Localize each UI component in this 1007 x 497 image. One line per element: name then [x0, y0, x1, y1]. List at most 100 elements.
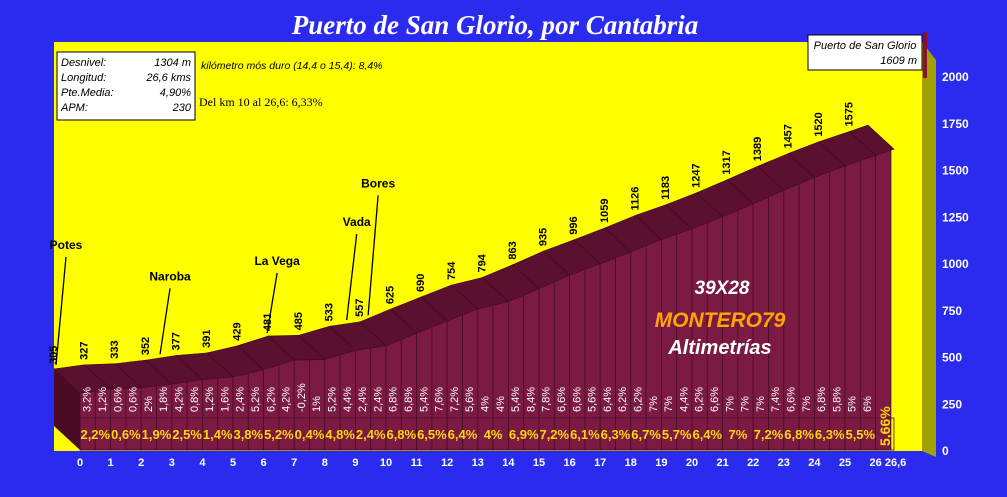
- x-tick-label: 2: [138, 457, 144, 469]
- half-km-slope-label: 5,8%: [831, 387, 843, 412]
- km-slope-label: 6,1%: [570, 427, 600, 442]
- x-tick-label: 21: [716, 457, 728, 469]
- half-km-slope-label: 7%: [801, 396, 813, 412]
- summit-marker: [923, 32, 927, 78]
- note-hardest-km: kilómetro mós duro (14,4 o 15,4): 8,4%: [201, 60, 383, 72]
- stat-value: 26,6 kms: [145, 72, 191, 84]
- stats-box: Desnivel: 1304 m Longitud: 26,6 kms Pte.Medi…: [56, 51, 196, 121]
- half-km-slope-label: 5,4%: [510, 387, 522, 412]
- brand-montero79: MONTERO79: [655, 309, 786, 332]
- half-km-slope-label: 6,2%: [617, 387, 629, 412]
- km-slope-label: 0,4%: [295, 427, 325, 442]
- km-slope-label: 7%: [729, 427, 748, 442]
- km-slope-label: 4%: [484, 427, 503, 442]
- km-slope-label: 6,4%: [448, 427, 478, 442]
- x-tick-label: 10: [380, 457, 392, 469]
- altitude-label: 625: [385, 286, 397, 304]
- km-slope-label: 3,8%: [233, 427, 263, 442]
- place-leader-line: [367, 195, 379, 316]
- y-tick-label: 750: [942, 304, 962, 318]
- altitude-label: 1317: [721, 150, 733, 174]
- profile-column: [630, 245, 647, 451]
- y-tick-label: 1250: [942, 210, 969, 224]
- km-slope-label: 2,5%: [172, 427, 202, 442]
- place-leader-line: [346, 234, 358, 321]
- stat-label: APM:: [60, 102, 88, 114]
- altitude-label: 429: [232, 322, 244, 340]
- altitude-label: 377: [170, 332, 182, 350]
- x-tick-label: 18: [625, 457, 637, 469]
- altitude-label: 1126: [629, 187, 641, 211]
- x-tick-label: 12: [441, 457, 453, 469]
- x-tick-label: 14: [502, 457, 515, 469]
- y-tick-label: 1750: [942, 117, 969, 131]
- altitude-label: 1520: [813, 112, 825, 136]
- half-km-slope-label: 7%: [755, 396, 767, 412]
- profile-column: [584, 263, 601, 451]
- km-slope-label: 6,5%: [417, 427, 447, 442]
- half-km-slope-label: 6,8%: [403, 387, 415, 412]
- profile-column: [553, 274, 570, 451]
- km-slope-label: 1,9%: [142, 427, 172, 442]
- km-slope-label: 6,8%: [784, 427, 814, 442]
- brand-39x28: 39X28: [695, 278, 750, 299]
- note-avg-from-km10: Del km 10 al 26,6: 6,33%: [199, 95, 323, 109]
- km-slope-label: 6,3%: [815, 427, 845, 442]
- half-km-slope-label: 6,6%: [571, 387, 583, 412]
- half-km-slope-label: 1,6%: [219, 387, 231, 412]
- altitude-label: 1575: [844, 102, 856, 126]
- place-label: Naroba: [149, 269, 191, 283]
- altitude-labels: 305 327 333 352 377 391 429 481 485 533 557 625 690 7…: [48, 102, 856, 364]
- half-km-slope-label: 6,8%: [388, 387, 400, 412]
- half-km-slope-label: 1%: [311, 396, 323, 412]
- y-tick-label: 1500: [942, 164, 969, 178]
- half-km-slope-label: 4,2%: [281, 387, 293, 412]
- km-slope-label: 5,5%: [845, 427, 875, 442]
- half-km-slope-label: 0,6%: [128, 387, 140, 412]
- altitude-label: 305: [48, 346, 60, 364]
- half-km-slope-label: 5,2%: [326, 387, 338, 412]
- place-leader-line: [55, 256, 67, 366]
- x-tick-label: 9: [352, 457, 358, 469]
- km-slope-label: 5,7%: [662, 427, 692, 442]
- half-km-slope-label: 0,8%: [189, 387, 201, 412]
- altitude-label: 333: [109, 340, 121, 358]
- x-tick-label: 23: [778, 457, 790, 469]
- half-km-slope-label: 2%: [143, 396, 155, 412]
- place-leader-line: [159, 288, 171, 355]
- place-label: Bores: [361, 176, 395, 190]
- km-slope-labels: 2,2% 0,6% 1,9% 2,5% 1,4% 3,8% 5,2% 0,4% 4,8% 2,4%…: [80, 406, 892, 446]
- km-slope-label: 5,2%: [264, 427, 294, 442]
- altitude-label: 557: [354, 298, 366, 316]
- half-km-slope-label: 5,6%: [587, 387, 599, 412]
- km-slope-label: 6,3%: [601, 427, 631, 442]
- place-label: La Vega: [254, 254, 300, 268]
- x-tick-label: 6: [261, 457, 267, 469]
- half-km-slope-label: 7,8%: [541, 387, 553, 412]
- x-tick-label: 19: [655, 457, 667, 469]
- half-km-slope-label: 6,8%: [816, 387, 828, 412]
- x-tick-label: 26,6: [885, 457, 906, 469]
- altitude-label: 690: [415, 274, 427, 292]
- altitude-label: 1389: [752, 137, 764, 161]
- half-km-slope-label: 7%: [740, 396, 752, 412]
- km-slope-label: 2,4%: [356, 427, 386, 442]
- summit-box: Puerto de San Glorio 1609 m: [807, 34, 923, 71]
- summit-box-background: [807, 34, 923, 71]
- stat-label: Pte.Media:: [61, 87, 114, 99]
- half-km-slope-label: 5,4%: [418, 387, 430, 412]
- half-km-slope-label: 6,6%: [556, 387, 568, 412]
- half-km-slope-label: 4%: [479, 396, 491, 412]
- altitude-label: 794: [476, 253, 488, 272]
- half-km-slope-label: 4,4%: [342, 387, 354, 412]
- altitude-label: 327: [79, 341, 91, 359]
- half-km-slope-label: 1,2%: [97, 387, 109, 412]
- half-km-slope-label: 2,4%: [357, 387, 369, 412]
- half-km-slope-label: 7%: [663, 396, 675, 412]
- place-label: Vada: [343, 215, 371, 229]
- stats-box-background: [56, 51, 196, 121]
- y-tick-label: 2000: [942, 70, 969, 84]
- half-km-slope-labels: 3,2% 1,2% 0,6% 0,6% 2% 1,8% 4,2% 0,8% 1,2% 1,6% 2,…: [82, 383, 874, 412]
- altitude-label: 391: [201, 330, 213, 348]
- half-km-slope-label: 2,4%: [235, 387, 247, 412]
